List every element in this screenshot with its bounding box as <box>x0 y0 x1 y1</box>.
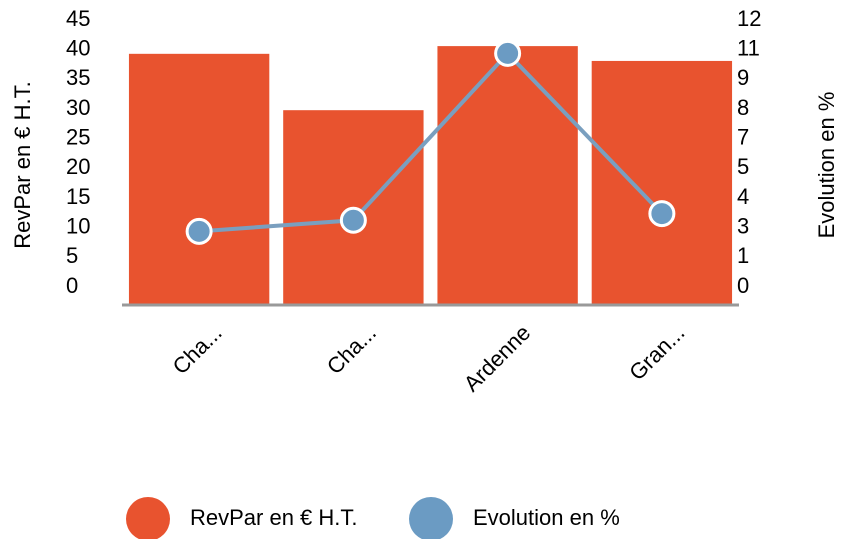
legend-label: Evolution en % <box>473 505 620 530</box>
y2-tick-label: 4 <box>737 184 749 209</box>
line-point <box>494 39 522 67</box>
legend-label: RevPar en € H.T. <box>190 505 358 530</box>
line-point <box>648 200 676 228</box>
y-tick-label: 20 <box>66 154 90 179</box>
line-point <box>185 217 213 245</box>
y2-tick-label: 7 <box>737 124 749 149</box>
y-tick-label: 5 <box>66 243 78 268</box>
x-tick-label: Cha... <box>168 320 227 379</box>
x-tick-label: Gran... <box>624 320 689 385</box>
bar <box>437 46 578 306</box>
y2-tick-label: 1 <box>737 243 749 268</box>
y2-tick-label: 3 <box>737 213 749 238</box>
y-tick-label: 0 <box>66 273 78 298</box>
y2-tick-label: 12 <box>737 6 761 31</box>
legend-marker <box>126 497 170 539</box>
legend-marker <box>409 497 453 539</box>
bar <box>591 60 733 305</box>
bar <box>128 53 270 305</box>
y-tick-label: 35 <box>66 65 90 90</box>
line <box>198 50 664 234</box>
x-tick-label: Ardenne <box>459 320 536 397</box>
y2-tick-label: 0 <box>737 273 749 298</box>
y-tick-label: 25 <box>66 124 90 149</box>
x-tick-label: Cha... <box>322 320 381 379</box>
y-tick-label: 45 <box>66 6 90 31</box>
y-tick-label: 30 <box>66 95 90 120</box>
y2-tick-label: 8 <box>737 95 749 120</box>
y-tick-label: 10 <box>66 213 90 238</box>
y2-axis-title: Evolution en % <box>814 92 839 239</box>
y-tick-label: 40 <box>66 35 90 60</box>
y-axis-title: RevPar en € H.T. <box>10 81 35 249</box>
line-point <box>339 206 367 234</box>
y2-tick-label: 5 <box>737 154 749 179</box>
y2-tick-label: 11 <box>737 35 760 60</box>
y2-tick-label: 9 <box>737 65 749 90</box>
y-tick-label: 15 <box>66 184 90 209</box>
